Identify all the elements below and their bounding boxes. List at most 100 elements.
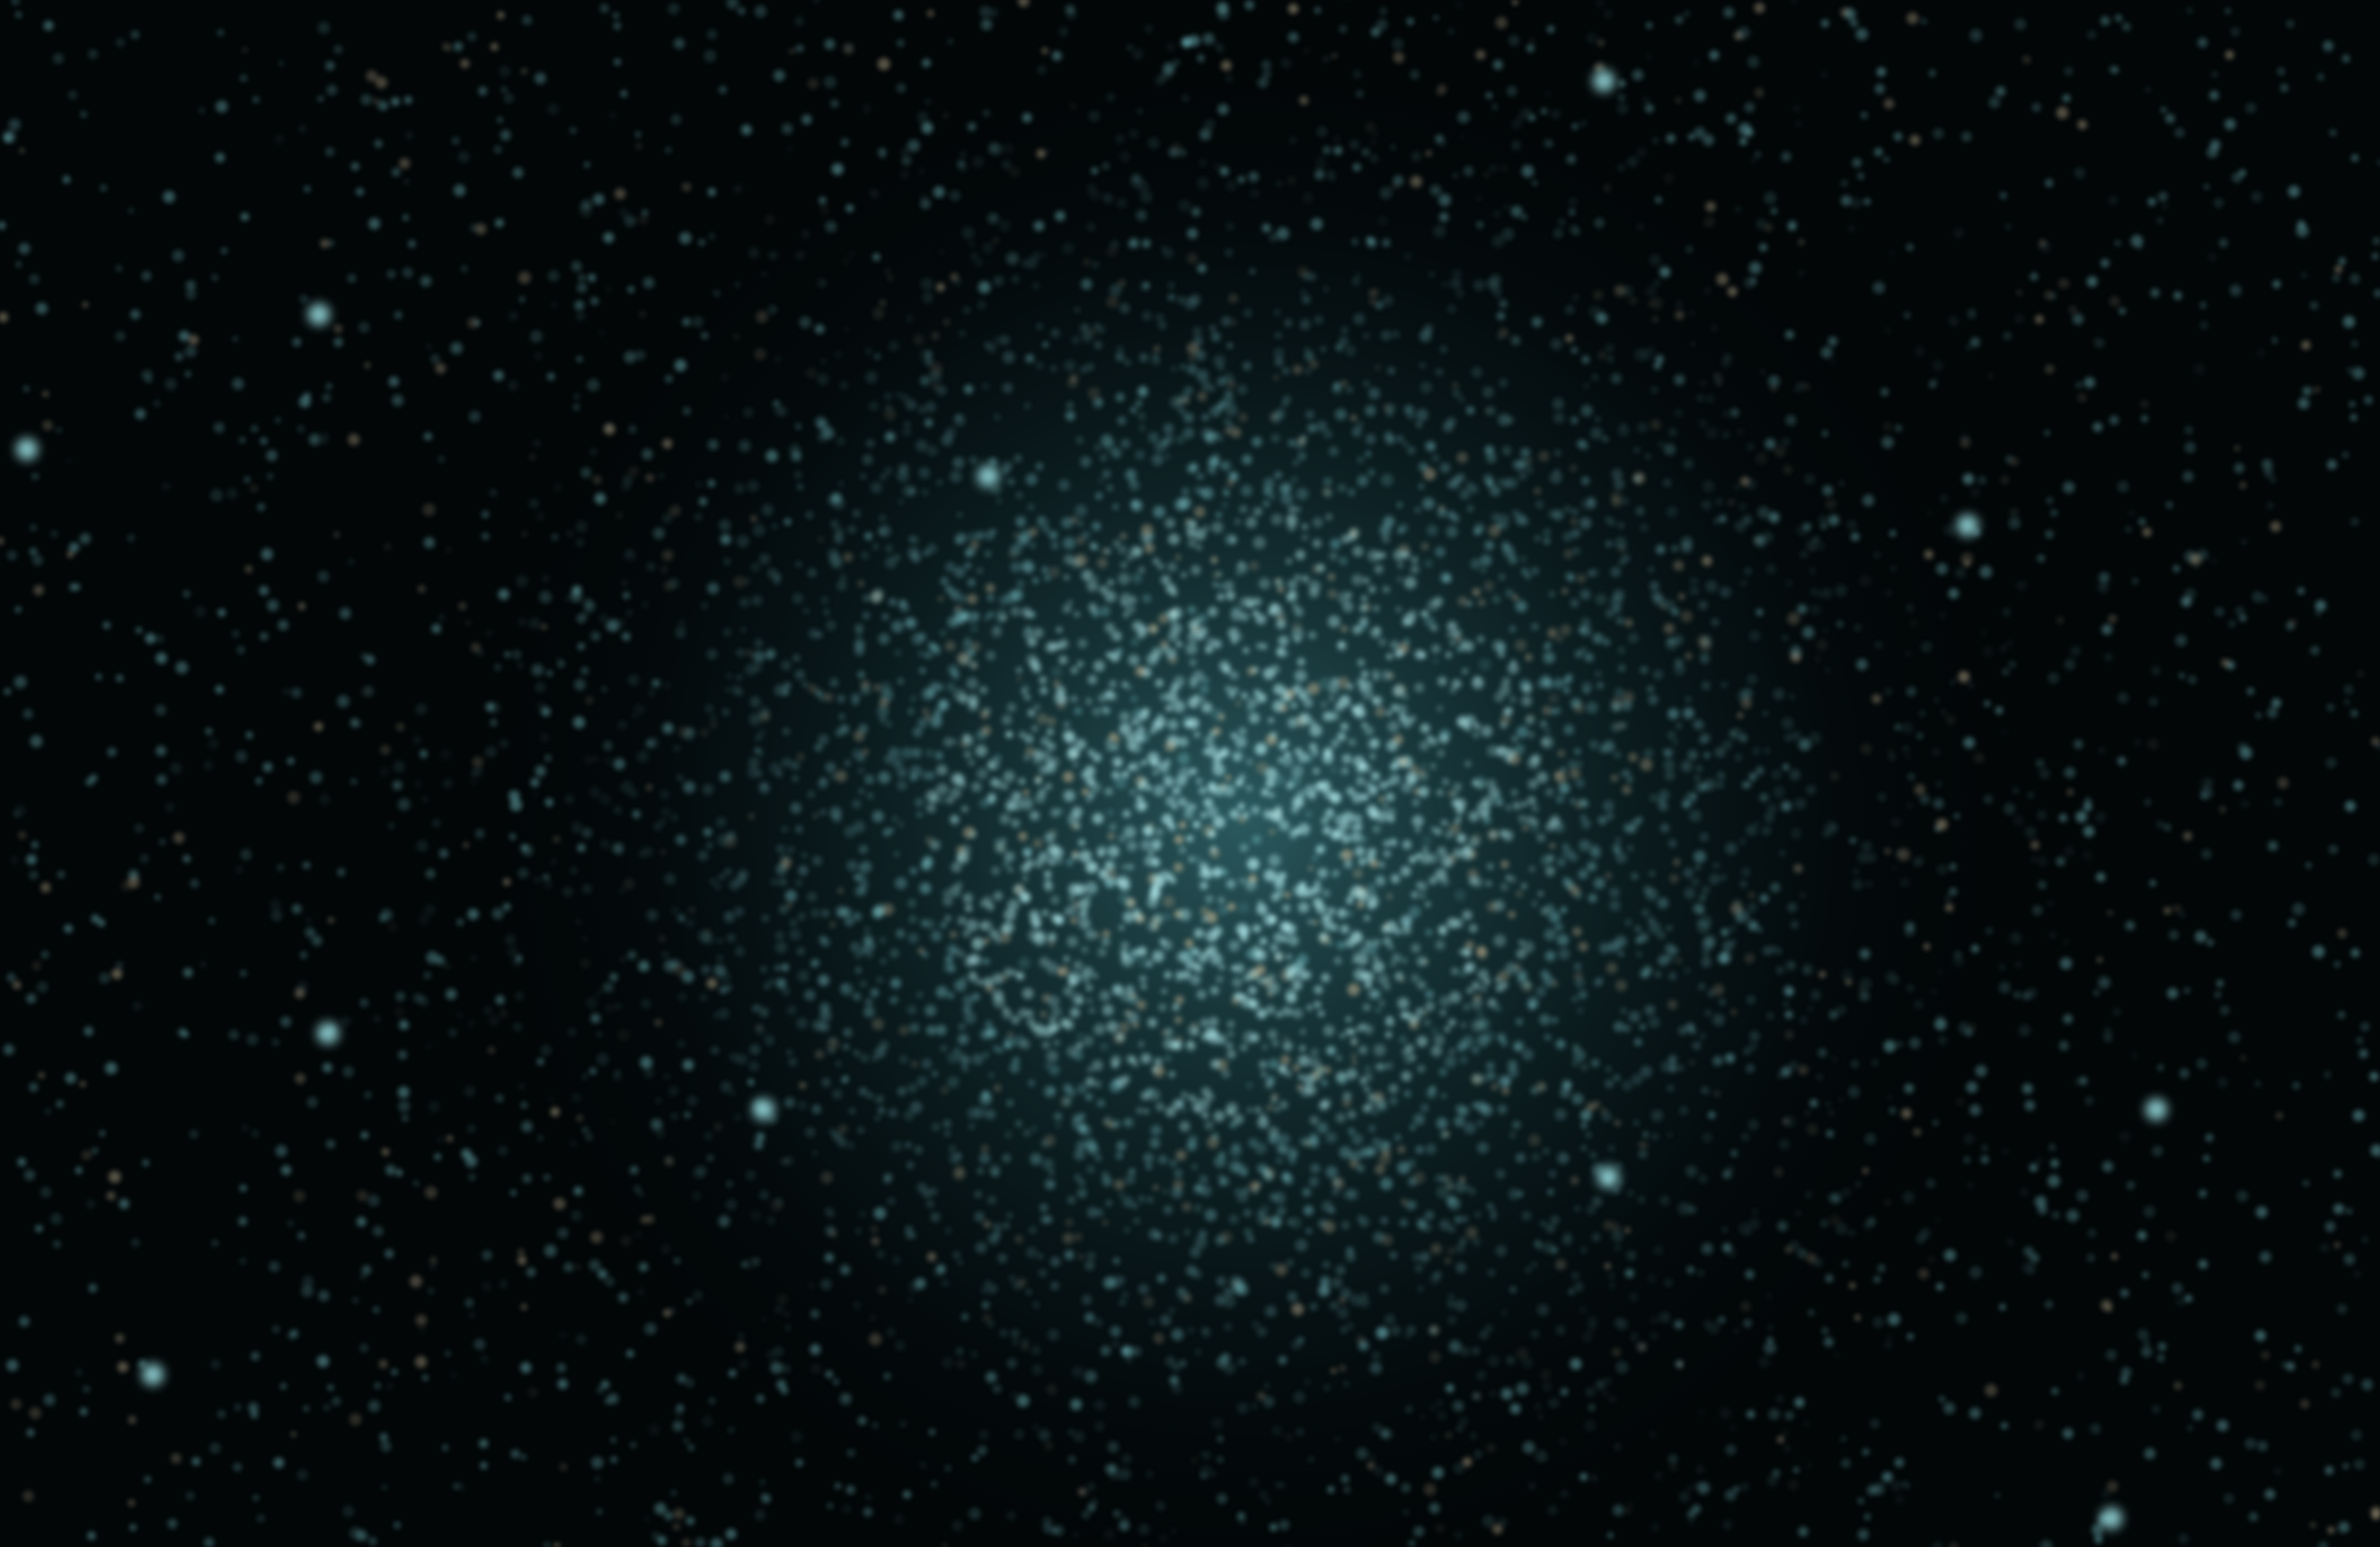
star [111,968,122,979]
star [1314,314,1323,325]
star [550,1107,560,1117]
star [1636,1341,1647,1353]
star [868,401,880,411]
star [1252,835,1261,844]
star [1000,837,1007,844]
star [1765,438,1776,449]
star [1105,876,1117,888]
star [2046,497,2054,504]
star [352,1297,358,1304]
star [1668,839,1677,848]
star [189,1129,199,1139]
star [1453,1462,1465,1475]
star [706,649,718,660]
star [2266,501,2274,509]
star [1312,884,1323,895]
star [1065,411,1075,421]
star [1464,1121,1476,1135]
star [2239,614,2247,622]
star [1304,351,1314,361]
star [1311,217,1323,230]
star [884,466,893,475]
star [1337,676,1349,689]
star [1217,582,1225,590]
star [1309,359,1319,369]
star [1377,974,1389,986]
star [786,146,793,152]
star [1510,119,1523,130]
star [1001,159,1012,170]
star [95,674,102,680]
star [299,951,307,959]
star [1556,933,1570,946]
star [1447,1018,1456,1027]
star [760,966,767,973]
star [879,697,889,708]
star [781,826,788,833]
star [87,1531,96,1541]
star [1198,626,1208,637]
star [1603,1376,1613,1385]
star [244,565,253,573]
star [1863,198,1871,205]
star [969,1507,981,1520]
star [573,678,586,691]
star [2194,931,2207,943]
star [1086,997,1093,1004]
star [1660,1060,1673,1074]
star [1717,781,1724,789]
star [162,482,171,491]
star [1203,798,1214,808]
star [1595,670,1602,677]
star [711,1046,720,1055]
star [142,1159,149,1167]
star [163,190,175,203]
star [1188,538,1197,548]
star [467,1020,475,1028]
star [1066,1196,1076,1205]
star [1397,997,1410,1010]
star [1906,802,1913,809]
star [871,1422,879,1428]
star [1515,639,1527,651]
star [1666,133,1676,144]
star [2205,1133,2214,1142]
star [1273,932,1284,943]
star [1474,523,1485,534]
star [1668,730,1676,739]
star [1459,968,1468,977]
star [1690,340,1696,347]
star [1064,721,1070,728]
star [79,533,92,544]
star [1249,561,1260,571]
star [620,482,632,492]
star [1033,220,1045,232]
star [726,0,739,9]
star [1442,281,1448,287]
star [2050,509,2058,517]
star [774,964,782,972]
star [1615,836,1622,844]
star [1641,908,1650,916]
star [926,1251,937,1262]
star [1105,738,1113,746]
star [1087,386,1101,400]
star [3,1044,14,1056]
star [1121,770,1129,779]
star [768,977,775,985]
star [1164,1356,1176,1366]
star [878,1107,885,1114]
star [1012,1056,1020,1065]
star [1894,1457,1905,1468]
star [620,1235,632,1247]
star [1459,134,1465,140]
star [820,1278,832,1290]
star [497,117,503,123]
star [2197,549,2208,561]
star [1543,138,1552,148]
star [1697,1409,1704,1416]
star [322,1062,332,1073]
star [1828,515,1840,526]
star [703,1132,712,1141]
